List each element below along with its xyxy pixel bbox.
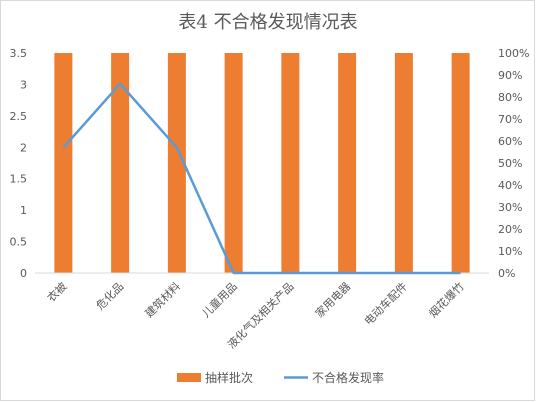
y-right-tick-label: 60% <box>498 135 522 148</box>
y-right-tick-label: 90% <box>498 69 522 82</box>
legend-swatch-bar <box>177 373 201 382</box>
y-right-tick-label: 80% <box>498 91 522 104</box>
y-right-tick-label: 100% <box>498 47 529 60</box>
bar <box>111 53 130 273</box>
y-right-tick-label: 50% <box>498 157 522 170</box>
chart-title: 表4 不合格发现情况表 <box>178 12 357 33</box>
plot-area: 0 0.5 1 1.5 2 2.5 3 3.5 0% 10% 20% 30% 40% 50% 60% 70% 8… <box>10 47 530 351</box>
y-left-tick-label: 1.5 <box>10 173 28 186</box>
bar <box>451 53 470 273</box>
y-left-tick-label: 3 <box>20 78 27 91</box>
y-left-tick-label: 3.5 <box>10 47 28 60</box>
y-right-tick-label: 0% <box>498 267 515 280</box>
y-left-tick-label: 2 <box>20 141 27 154</box>
y-left-tick-label: 2.5 <box>10 110 28 123</box>
y-right-tick-label: 70% <box>498 113 522 126</box>
y-right-tick-label: 40% <box>498 179 522 192</box>
series-line <box>62 82 461 275</box>
legend-label: 抽样批次 <box>205 370 253 385</box>
y-left-tick-label: 1 <box>20 204 27 217</box>
y-left-tick-label: 0.5 <box>10 236 28 249</box>
bar <box>224 53 243 273</box>
y-right-tick-label: 30% <box>498 201 522 214</box>
x-tick-label: 烟花爆竹 <box>426 279 467 320</box>
x-tick-label: 家用电器 <box>312 279 353 320</box>
y-left-tick-label: 0 <box>20 267 27 280</box>
x-tick-label: 危化品 <box>93 279 126 312</box>
bar <box>338 53 357 273</box>
x-tick-label: 儿童用品 <box>199 279 240 320</box>
legend: 抽样批次 不合格发现率 <box>177 370 384 385</box>
x-tick-label: 建筑材料 <box>142 279 183 320</box>
y-right-tick-label: 10% <box>498 245 522 258</box>
bar <box>167 53 186 273</box>
y-right-tick-label: 20% <box>498 223 522 236</box>
bar <box>394 53 413 273</box>
legend-label: 不合格发现率 <box>312 370 384 385</box>
bar <box>54 53 73 273</box>
bar <box>281 53 300 273</box>
x-tick-label: 电动车配件 <box>361 279 410 328</box>
x-tick-label: 衣被 <box>44 279 69 304</box>
